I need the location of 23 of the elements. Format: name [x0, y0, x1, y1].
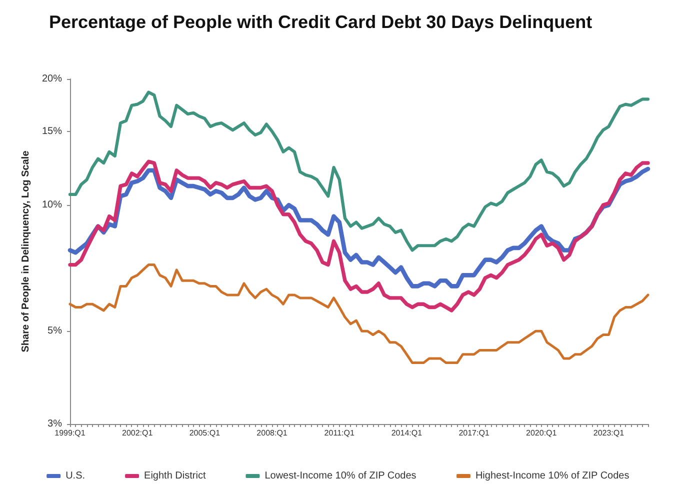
- y-axis-title: Share of People in Delinquency, Log Scale: [20, 150, 32, 352]
- y-tick-label: 10%: [42, 200, 62, 211]
- line-series: [68, 160, 650, 312]
- x-tick-label: 2020:Q1: [526, 428, 558, 438]
- line-series: [68, 264, 650, 364]
- x-tick-label: 2005:Q1: [189, 428, 221, 438]
- x-tick-label: 2023:Q1: [593, 428, 625, 438]
- y-tick-label: 5%: [48, 326, 62, 337]
- legend-label: U.S.: [66, 470, 86, 482]
- y-tick-label: 3%: [48, 418, 62, 430]
- chart-title: Percentage of People with Credit Card Debt 30 Days Delinquent: [49, 12, 592, 32]
- x-tick-label: 2011:Q1: [324, 428, 355, 438]
- x-tick-label: 2014:Q1: [391, 428, 423, 438]
- y-tick-label: 15%: [42, 126, 62, 137]
- legend-label: Eighth District: [144, 470, 206, 482]
- legend-label: Lowest-Income 10% of ZIP Codes: [264, 470, 416, 482]
- x-tick-label: 2002:Q1: [122, 428, 154, 438]
- legend-label: Highest-Income 10% of ZIP Codes: [475, 470, 630, 482]
- x-tick-label: 1999:Q1: [54, 428, 86, 438]
- line-series: [68, 90, 650, 252]
- y-tick-label: 20%: [42, 74, 62, 84]
- x-tick-label: 2008:Q1: [256, 428, 288, 438]
- x-tick-label: 2017:Q1: [458, 428, 490, 438]
